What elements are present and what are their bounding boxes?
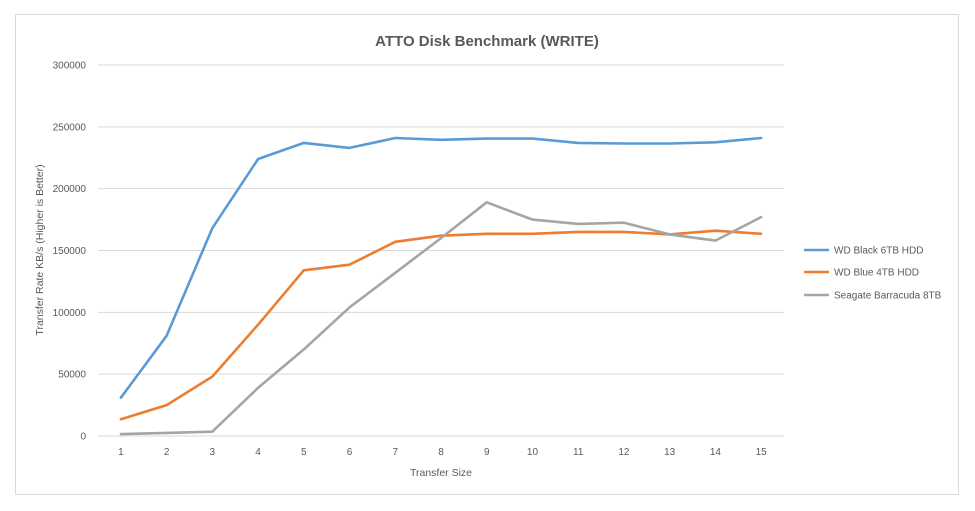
x-tick-label: 13	[664, 447, 676, 458]
x-tick-label: 7	[392, 447, 398, 458]
gridlines	[98, 64, 784, 437]
y-tick-label: 150000	[53, 246, 87, 257]
y-axis-ticks: 0 50000 100000 150000 200000 250000 300000	[53, 61, 87, 443]
x-tick-label: 14	[710, 447, 722, 458]
legend: WD Black 6TB HDD WD Blue 4TB HDD Seagate B…	[804, 246, 942, 302]
x-tick-label: 3	[210, 447, 216, 458]
x-tick-label: 5	[301, 447, 307, 458]
x-tick-label: 10	[527, 447, 539, 458]
y-tick-label: 200000	[53, 184, 87, 195]
chart-title: ATTO Disk Benchmark (WRITE)	[375, 33, 599, 50]
y-tick-label: 50000	[58, 370, 86, 381]
x-axis-ticks: 1 2 3 4 5 6 7 8 9 10 11 12 13 14 15	[118, 447, 767, 458]
legend-label: WD Blue 4TB HDD	[834, 268, 919, 279]
y-axis-label: Transfer Rate KB/s (Higher is Better)	[34, 164, 46, 335]
series-line-2	[119, 229, 763, 421]
x-tick-label: 6	[347, 447, 353, 458]
legend-label: WD Black 6TB HDD	[834, 246, 923, 257]
x-tick-label: 12	[618, 447, 630, 458]
x-tick-label: 2	[164, 447, 170, 458]
series-line-3	[119, 201, 763, 436]
y-tick-label: 100000	[53, 308, 87, 319]
chart-frame	[15, 14, 959, 495]
x-tick-label: 4	[255, 447, 261, 458]
legend-label: Seagate Barracuda 8TB	[834, 291, 942, 302]
x-tick-label: 9	[484, 447, 490, 458]
x-tick-label: 8	[438, 447, 444, 458]
y-tick-label: 250000	[53, 122, 87, 133]
x-tick-label: 15	[756, 447, 768, 458]
x-tick-label: 11	[573, 447, 584, 458]
x-tick-label: 1	[118, 447, 124, 458]
y-tick-label: 0	[80, 432, 86, 443]
series-lines	[119, 136, 763, 436]
x-axis-label: Transfer Size	[410, 467, 472, 479]
y-tick-label: 300000	[53, 61, 87, 72]
series-line-1	[119, 136, 763, 400]
